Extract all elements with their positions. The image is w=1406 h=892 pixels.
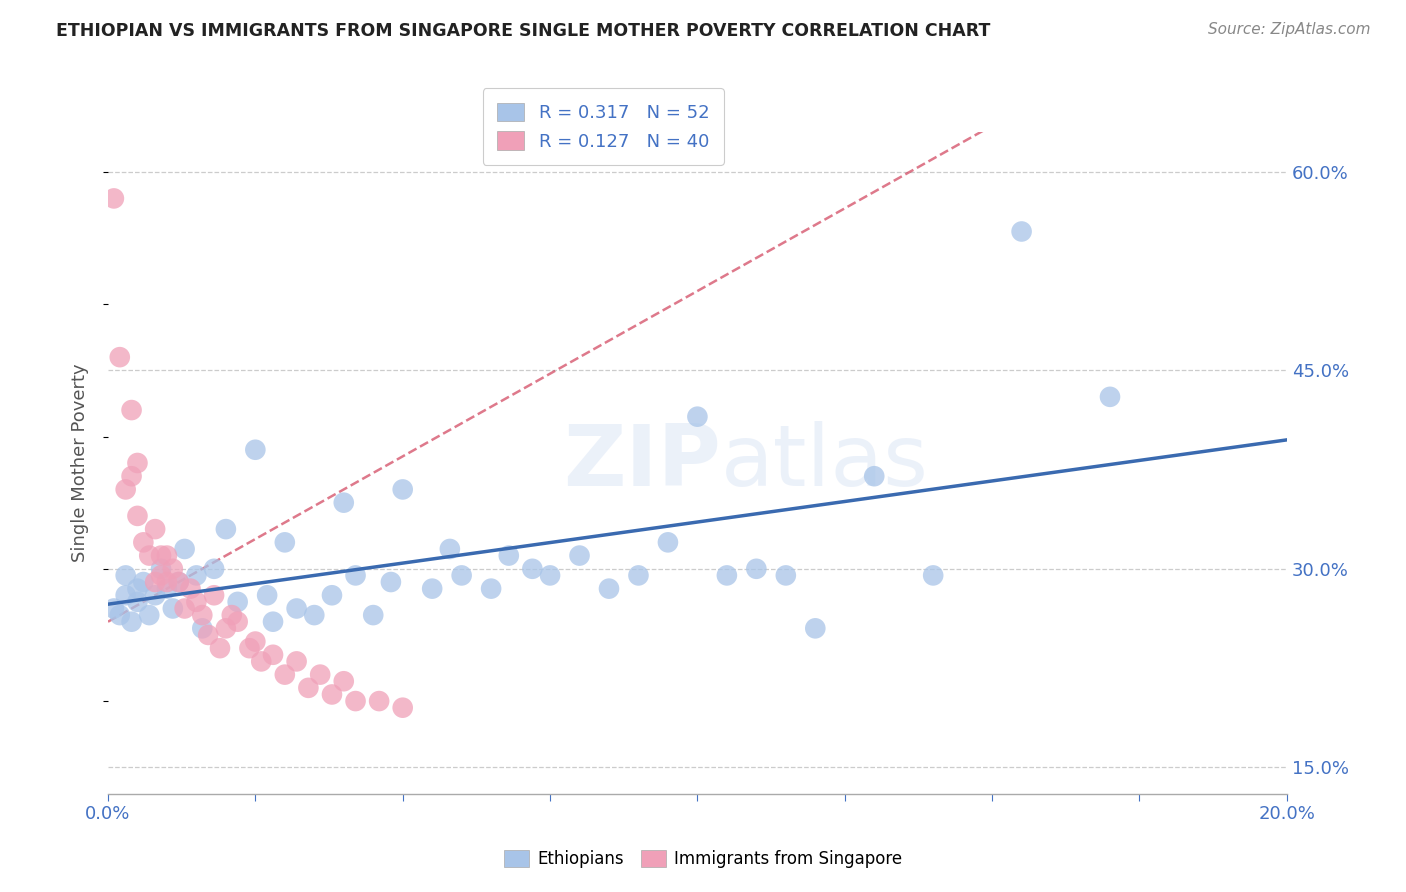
Point <box>274 535 297 549</box>
Point <box>121 469 143 483</box>
Point <box>167 574 190 589</box>
Point <box>143 574 166 589</box>
Point <box>132 535 155 549</box>
Text: Source: ZipAtlas.com: Source: ZipAtlas.com <box>1208 22 1371 37</box>
Point <box>297 681 319 695</box>
Point <box>716 568 738 582</box>
Text: atlas: atlas <box>721 422 929 505</box>
Point <box>498 549 520 563</box>
Point <box>150 562 173 576</box>
Point <box>262 648 284 662</box>
Point <box>143 522 166 536</box>
Point <box>863 469 886 483</box>
Legend: Ethiopians, Immigrants from Singapore: Ethiopians, Immigrants from Singapore <box>498 843 908 875</box>
Point <box>922 568 945 582</box>
Point <box>332 496 354 510</box>
Point <box>156 549 179 563</box>
Point <box>380 574 402 589</box>
Point <box>191 608 214 623</box>
Point <box>344 568 367 582</box>
Point <box>143 588 166 602</box>
Point <box>321 688 343 702</box>
Point <box>114 483 136 497</box>
Point <box>114 588 136 602</box>
Point <box>226 595 249 609</box>
Point <box>191 621 214 635</box>
Point <box>173 541 195 556</box>
Point <box>361 608 384 623</box>
Point <box>150 549 173 563</box>
Point <box>221 608 243 623</box>
Point <box>1011 225 1033 239</box>
Point <box>121 615 143 629</box>
Point <box>138 549 160 563</box>
Point <box>127 456 149 470</box>
Point <box>186 568 208 582</box>
Point <box>108 350 131 364</box>
Point <box>186 595 208 609</box>
Point <box>321 588 343 602</box>
Point <box>202 588 225 602</box>
Point <box>202 562 225 576</box>
Point <box>173 601 195 615</box>
Legend: R = 0.317   N = 52, R = 0.127   N = 40: R = 0.317 N = 52, R = 0.127 N = 40 <box>482 88 724 165</box>
Point <box>479 582 502 596</box>
Point <box>127 595 149 609</box>
Point <box>162 562 184 576</box>
Point <box>775 568 797 582</box>
Point <box>285 601 308 615</box>
Text: ETHIOPIAN VS IMMIGRANTS FROM SINGAPORE SINGLE MOTHER POVERTY CORRELATION CHART: ETHIOPIAN VS IMMIGRANTS FROM SINGAPORE S… <box>56 22 991 40</box>
Point <box>121 403 143 417</box>
Point <box>538 568 561 582</box>
Point <box>439 541 461 556</box>
Point <box>197 628 219 642</box>
Point <box>368 694 391 708</box>
Point <box>598 582 620 596</box>
Point <box>108 608 131 623</box>
Point <box>215 522 238 536</box>
Text: ZIP: ZIP <box>564 422 721 505</box>
Point <box>657 535 679 549</box>
Point <box>344 694 367 708</box>
Point <box>245 442 267 457</box>
Point <box>103 191 125 205</box>
Point <box>238 641 260 656</box>
Point <box>167 574 190 589</box>
Point <box>686 409 709 424</box>
Point <box>103 601 125 615</box>
Point <box>332 674 354 689</box>
Point <box>132 574 155 589</box>
Point <box>568 549 591 563</box>
Point <box>127 508 149 523</box>
Point <box>304 608 326 623</box>
Point <box>162 601 184 615</box>
Point <box>127 582 149 596</box>
Point <box>1098 390 1121 404</box>
Point <box>208 641 231 656</box>
Point <box>804 621 827 635</box>
Point <box>285 654 308 668</box>
Point <box>156 582 179 596</box>
Point <box>256 588 278 602</box>
Point <box>226 615 249 629</box>
Point <box>245 634 267 648</box>
Point <box>522 562 544 576</box>
Point <box>262 615 284 629</box>
Point <box>179 582 201 596</box>
Y-axis label: Single Mother Poverty: Single Mother Poverty <box>72 364 89 562</box>
Point <box>391 700 413 714</box>
Point <box>156 574 179 589</box>
Point <box>138 608 160 623</box>
Point <box>391 483 413 497</box>
Point <box>309 667 332 681</box>
Point <box>745 562 768 576</box>
Point <box>215 621 238 635</box>
Point <box>114 568 136 582</box>
Point <box>627 568 650 582</box>
Point <box>250 654 273 668</box>
Point <box>150 568 173 582</box>
Point <box>274 667 297 681</box>
Point <box>420 582 443 596</box>
Point <box>450 568 472 582</box>
